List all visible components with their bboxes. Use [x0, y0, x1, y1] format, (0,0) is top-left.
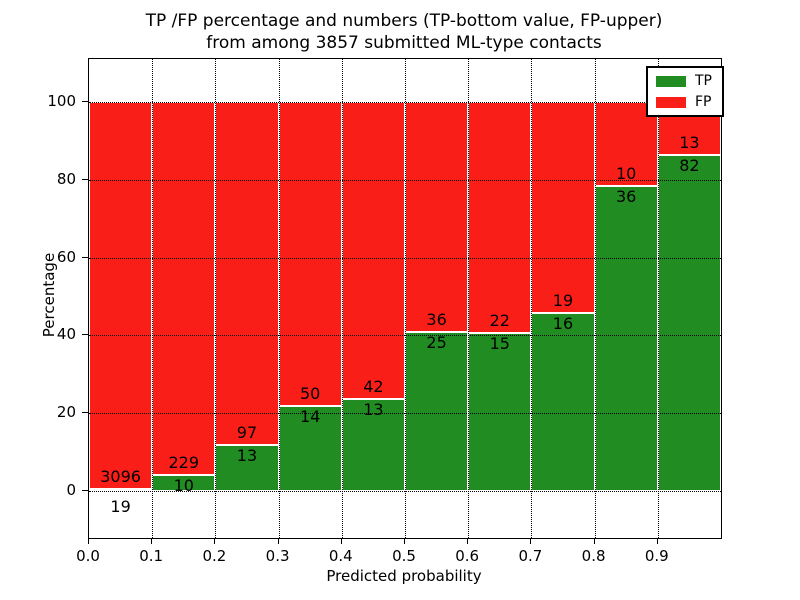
fp-count-label: 3096 — [100, 466, 141, 486]
tp-count-label: 82 — [679, 156, 700, 176]
tp-count-label: 19 — [110, 497, 131, 517]
bar-segment-fp — [341, 101, 405, 400]
tp-count-label: 14 — [300, 407, 321, 427]
tp-color-swatch — [656, 75, 686, 87]
x-tick-mark — [151, 538, 153, 544]
fp-color-swatch — [656, 96, 686, 108]
gridline-vertical — [531, 59, 533, 538]
fp-count-label: 10 — [616, 164, 637, 184]
bar-segment-fp — [531, 101, 595, 314]
x-tick-mark — [656, 538, 658, 544]
x-tick-label: 0.5 — [392, 547, 416, 565]
fp-count-label: 229 — [168, 452, 200, 472]
x-tick-label: 0.7 — [518, 547, 543, 565]
bar-segment-tp — [405, 331, 469, 492]
tp-count-label: 15 — [489, 334, 510, 354]
y-axis-label: Percentage — [40, 252, 58, 338]
tp-count-label: 16 — [552, 314, 574, 334]
y-tick-mark — [82, 100, 88, 102]
y-tick-mark — [82, 256, 88, 258]
x-tick-mark — [214, 538, 216, 544]
legend-item-tp: TP — [656, 74, 712, 88]
bar-segment-tp — [594, 186, 658, 492]
gridline-vertical — [405, 59, 406, 538]
y-tick-label: 100 — [47, 91, 76, 110]
y-tick-label: 60 — [56, 247, 76, 266]
plot-area: 3096 19 229 10 97 13 50 14 42 13 36 25 22 15 19 16 10 36 1… — [88, 58, 722, 539]
gridline-vertical — [594, 59, 596, 538]
gridline-vertical — [468, 59, 470, 538]
x-tick-label: 0.1 — [139, 547, 164, 565]
y-tick-mark — [82, 490, 88, 492]
x-tick-mark — [530, 538, 532, 544]
x-tick-mark — [88, 538, 89, 544]
bar-segment-tp — [278, 406, 342, 492]
y-tick-mark — [82, 334, 88, 336]
gridline-vertical — [278, 59, 280, 538]
x-tick-mark — [277, 538, 279, 544]
tp-count-label: 13 — [363, 400, 384, 420]
bar-segment-tp — [215, 445, 279, 492]
chart-title-line1: TP /FP percentage and numbers (TP-bottom… — [145, 11, 663, 31]
y-tick-label: 40 — [56, 325, 76, 344]
x-tick-mark — [404, 538, 405, 544]
x-tick-label: 0.9 — [644, 547, 669, 565]
gridline-vertical — [152, 59, 154, 538]
bar-segment-fp — [152, 101, 216, 475]
bar-segment-tp — [531, 313, 595, 492]
x-tick-mark — [467, 538, 469, 544]
bar-segment-fp — [468, 101, 532, 334]
x-tick-label: 0.6 — [455, 547, 480, 565]
bar-segment-tp — [468, 333, 532, 492]
legend-label-fp: FP — [695, 94, 712, 110]
x-tick-label: 0.0 — [76, 547, 100, 565]
fp-count-label: 42 — [363, 377, 384, 397]
fp-count-label: 36 — [426, 309, 447, 329]
chart-title-line2: from among 3857 submitted ML-type contac… — [206, 33, 602, 53]
x-tick-label: 0.2 — [202, 547, 227, 565]
x-tick-label: 0.4 — [328, 547, 353, 565]
gridline-vertical — [215, 59, 217, 538]
bar-segment-fp — [405, 101, 469, 332]
x-tick-mark — [593, 538, 595, 544]
bar-segment-fp — [215, 101, 279, 446]
gridline-vertical — [657, 59, 659, 538]
y-tick-mark — [82, 178, 88, 180]
legend-item-fp: FP — [656, 95, 712, 109]
legend: TP FP — [646, 66, 724, 117]
bar-segment-fp — [278, 101, 342, 407]
x-tick-label: 0.3 — [265, 547, 290, 565]
y-tick-label: 80 — [56, 169, 76, 188]
tp-count-label: 10 — [173, 475, 194, 495]
bar-segment-fp — [89, 101, 153, 489]
x-tick-mark — [340, 538, 342, 544]
fp-count-label: 22 — [489, 311, 510, 331]
fp-count-label: 50 — [300, 384, 321, 404]
fp-count-label: 19 — [552, 291, 574, 311]
tp-count-label: 13 — [236, 446, 258, 466]
gridline-vertical — [341, 59, 343, 538]
x-tick-label: 0.8 — [581, 547, 606, 565]
legend-label-tp: TP — [695, 73, 712, 89]
y-tick-mark — [82, 412, 88, 414]
fp-count-label: 13 — [679, 133, 700, 153]
bar-segment-tp — [89, 488, 153, 492]
fp-count-label: 97 — [236, 423, 258, 443]
y-tick-label: 0 — [66, 481, 76, 500]
tp-count-label: 25 — [426, 332, 447, 352]
tp-count-label: 36 — [616, 187, 637, 207]
bar-segment-tp — [657, 155, 721, 492]
x-axis-label: Predicted probability — [326, 567, 482, 585]
y-tick-label: 20 — [56, 403, 76, 422]
